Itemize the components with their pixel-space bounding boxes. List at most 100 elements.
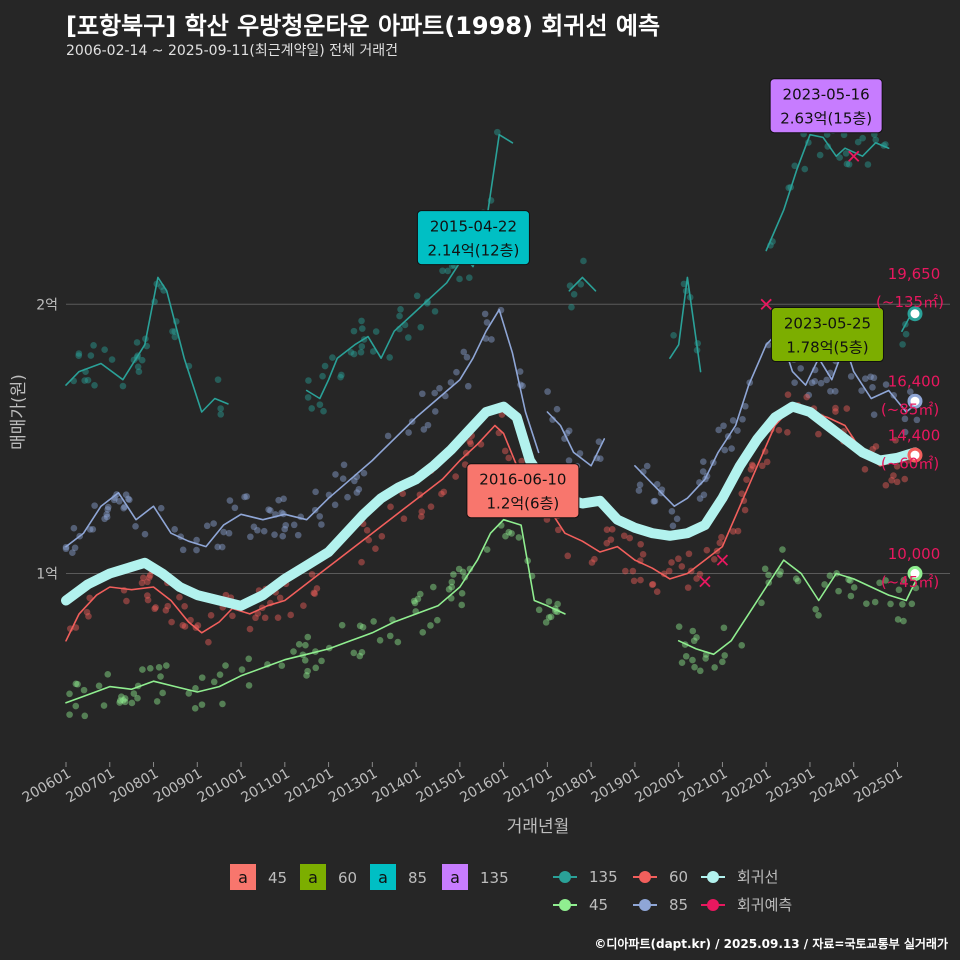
scatter-point-85-0-34 <box>275 496 282 504</box>
series-line-85-1 <box>546 411 606 467</box>
scatter-point-45-0-75 <box>120 697 127 704</box>
scatter-point-45-0-4 <box>304 633 312 641</box>
scatter-point-135-1-29 <box>316 401 324 408</box>
scatter-point-45-1-40 <box>882 577 889 584</box>
scatter-point-60-0-51 <box>554 526 562 534</box>
scatter-point-135-1-1 <box>357 348 365 356</box>
scatter-point-60-0-35 <box>246 625 254 633</box>
x-tick-label-19: 202501 <box>851 766 905 807</box>
scatter-point-60-0-38 <box>418 508 426 516</box>
scatter-point-45-0-90 <box>216 671 224 678</box>
scatter-point-85-0-9 <box>225 529 233 537</box>
scatter-point-45-0-12 <box>448 583 456 591</box>
scatter-point-45-0-70 <box>238 666 246 673</box>
scatter-point-135-0-10 <box>91 382 98 389</box>
scatter-point-85-2-42 <box>739 415 746 423</box>
scatter-point-85-0-6 <box>122 491 130 498</box>
scatter-point-45-0-67 <box>290 648 297 655</box>
scatter-point-85-1-4 <box>565 427 573 435</box>
scatter-point-45-1-13 <box>871 598 879 606</box>
scatter-point-135-4-21 <box>836 154 843 161</box>
scatter-point-45-1-22 <box>815 611 822 619</box>
scatter-point-45-1-43 <box>899 600 906 608</box>
scatter-point-60-0-55 <box>607 536 615 543</box>
x-tick-label-18: 202401 <box>807 766 861 807</box>
scatter-point-60-0-18 <box>462 449 470 457</box>
scatter-point-135-0-26 <box>84 376 92 384</box>
forecast-mark-1 <box>716 554 729 566</box>
scatter-point-135-4-1 <box>859 134 866 142</box>
scatter-point-45-0-14 <box>448 578 456 586</box>
forecast-mark-2 <box>760 298 772 310</box>
scatter-point-60-0-159 <box>843 405 851 412</box>
legend-annot-label-2: 85 <box>408 869 427 887</box>
scatter-point-60-0-36 <box>888 476 895 484</box>
scatter-point-45-1-21 <box>894 616 902 623</box>
scatter-point-135-1-15 <box>397 306 404 313</box>
scatter-point-85-0-94 <box>265 506 272 513</box>
scatter-point-60-0-33 <box>365 536 373 544</box>
scatter-point-85-1-9 <box>565 457 573 464</box>
scatter-point-60-0-63 <box>146 572 154 579</box>
scatter-point-45-0-22 <box>508 530 515 537</box>
scatter-point-85-2-26 <box>858 387 865 394</box>
scatter-point-60-0-45 <box>145 574 153 581</box>
end-label-value-1: 16,400 <box>888 373 941 391</box>
scatter-point-85-0-17 <box>340 461 348 469</box>
scatter-point-60-0-7 <box>678 563 686 570</box>
scatter-point-45-0-32 <box>116 699 124 706</box>
scatter-point-85-2-30 <box>721 446 729 454</box>
scatter-point-85-0-50 <box>355 486 363 493</box>
annotation-price-0: 2.63억(15층) <box>780 110 872 128</box>
scatter-point-45-1-48 <box>691 663 698 671</box>
scatter-point-85-2-40 <box>913 416 921 424</box>
scatter-point-85-0-51 <box>104 506 112 513</box>
y-tick-label-1: 2억 <box>36 297 58 313</box>
scatter-point-60-0-13 <box>626 534 634 542</box>
scatter-point-60-0-20 <box>684 584 692 591</box>
scatter-point-85-2-45 <box>673 515 681 523</box>
scatter-point-45-0-100 <box>245 682 253 689</box>
scatter-point-60-0-133 <box>622 567 629 575</box>
end-label-value-2: 14,400 <box>888 426 941 444</box>
end-point-0 <box>907 306 923 322</box>
scatter-point-85-0-3 <box>488 336 495 343</box>
scatter-point-85-2-27 <box>742 402 749 410</box>
end-point-2 <box>907 447 923 463</box>
x-axis-label: 거래년월 <box>507 817 570 837</box>
scatter-point-60-0-145 <box>675 555 682 563</box>
scatter-point-60-0-157 <box>696 570 704 578</box>
scatter-point-45-1-5 <box>812 606 819 613</box>
scatter-point-60-0-5 <box>832 408 839 415</box>
scatter-point-45-1-17 <box>675 623 683 630</box>
scatter-point-85-0-70 <box>101 515 108 523</box>
scatter-point-85-2-53 <box>870 374 878 382</box>
scatter-point-45-0-0 <box>66 690 73 698</box>
scatter-point-60-0-104 <box>416 491 424 499</box>
scatter-point-60-0-43 <box>743 476 750 483</box>
scatter-point-85-2-10 <box>635 487 643 494</box>
annotation-box-0 <box>769 78 883 134</box>
scatter-point-60-0-31 <box>564 552 572 560</box>
series-line-135-1 <box>305 133 514 400</box>
scatter-point-135-4-13 <box>845 161 853 168</box>
series-line-회귀선-0 <box>61 401 920 611</box>
scatter-point-135-0-27 <box>135 368 143 376</box>
scatter-point-85-0-88 <box>250 523 258 531</box>
scatter-point-45-1-47 <box>887 600 894 608</box>
scatter-point-60-0-158 <box>749 462 757 470</box>
scatter-point-85-0-28 <box>453 368 460 376</box>
scatter-point-45-0-48 <box>153 698 161 705</box>
scatter-point-60-0-143 <box>629 567 637 575</box>
scatter-point-45-1-3 <box>689 627 697 635</box>
scatter-point-85-0-8 <box>316 513 324 520</box>
annotation-date-0: 2023-05-16 <box>783 86 870 104</box>
scatter-point-45-1-9 <box>900 576 908 584</box>
scatter-point-135-2-1 <box>570 290 578 298</box>
scatter-point-60-0-129 <box>747 466 755 473</box>
scatter-point-60-0-96 <box>639 550 647 558</box>
scatter-point-45-1-36 <box>777 568 784 575</box>
scatter-point-45-0-73 <box>459 568 467 576</box>
scatter-point-60-0-87 <box>85 612 92 620</box>
